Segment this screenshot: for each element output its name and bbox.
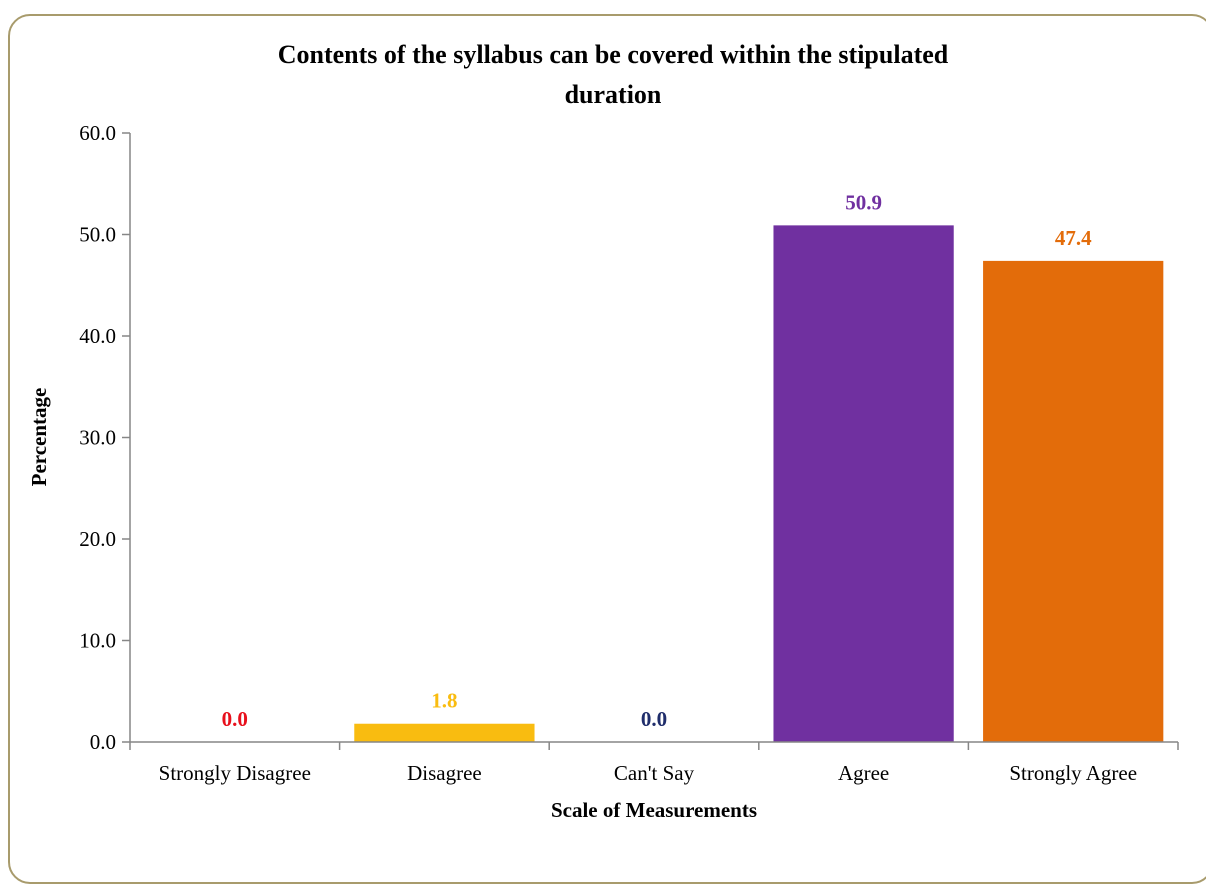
bar-value-label: 50.9 bbox=[845, 190, 882, 214]
bar-value-label: 0.0 bbox=[222, 707, 248, 731]
bar-value-label: 0.0 bbox=[641, 707, 667, 731]
x-tick-label: Can't Say bbox=[614, 761, 695, 785]
bar bbox=[354, 723, 535, 742]
bars bbox=[354, 225, 1164, 743]
y-tick-label: 40.0 bbox=[79, 324, 116, 348]
y-tick-label: 30.0 bbox=[79, 426, 116, 450]
bar-value-label: 47.4 bbox=[1055, 226, 1092, 250]
x-tick-label: Strongly Disagree bbox=[159, 761, 311, 785]
bar bbox=[983, 260, 1164, 742]
y-tick-label: 50.0 bbox=[79, 223, 116, 247]
chart-title-line-1: Contents of the syllabus can be covered … bbox=[278, 40, 949, 69]
chart-title-line-2: duration bbox=[565, 80, 662, 109]
y-tick-label: 0.0 bbox=[90, 730, 116, 754]
x-tick-label: Disagree bbox=[407, 761, 482, 785]
bar bbox=[773, 225, 954, 743]
y-tick-label: 20.0 bbox=[79, 527, 116, 551]
y-axis-ticks: 0.0 10.0 20.0 30.0 40.0 50.0 60.0 bbox=[79, 121, 130, 754]
x-axis-title: Scale of Measurements bbox=[551, 798, 757, 822]
y-axis-title: Percentage bbox=[27, 388, 51, 487]
y-tick-label: 10.0 bbox=[79, 629, 116, 653]
data-labels: 0.0 1.8 0.0 50.9 47.4 bbox=[222, 190, 1092, 731]
y-tick-label: 60.0 bbox=[79, 121, 116, 145]
x-axis-ticks: Strongly Disagree Disagree Can't Say Agree S… bbox=[129, 742, 1179, 785]
x-tick-label: Strongly Agree bbox=[1009, 761, 1137, 785]
bar-value-label: 1.8 bbox=[431, 689, 457, 713]
x-tick-label: Agree bbox=[838, 761, 889, 785]
